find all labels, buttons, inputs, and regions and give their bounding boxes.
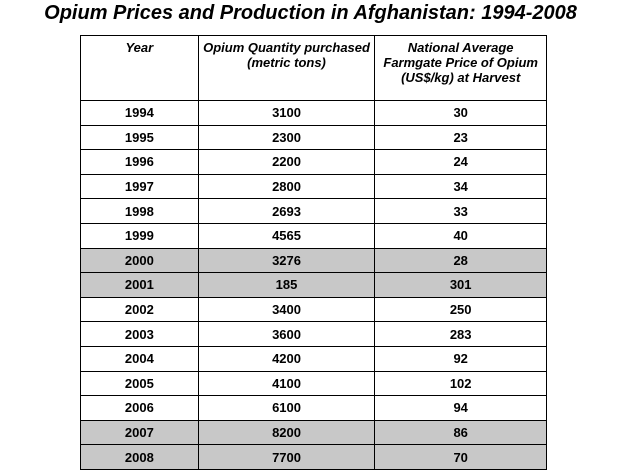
- table-cell: 34: [374, 173, 547, 200]
- table-cell: 40: [374, 222, 547, 249]
- table-cell: 4200: [197, 345, 376, 372]
- table-row: 2007 8200 86: [80, 419, 547, 446]
- table-cell: 2008: [80, 444, 199, 470]
- table-cell: 3100: [197, 100, 376, 126]
- table-cell: 4565: [197, 222, 376, 249]
- header-cell: Opium Quantity purchased (metric tons): [197, 35, 376, 101]
- table-row: 2001 185 301: [80, 272, 547, 298]
- data-table: Year Opium Quantity purchased (metric ton…: [80, 35, 547, 470]
- table-cell: 2002: [80, 296, 199, 323]
- table-cell: 2000: [80, 247, 199, 274]
- table-row: 2005 4100 102: [80, 370, 547, 397]
- table-cell: 2693: [197, 198, 376, 224]
- table-cell: 1994: [80, 100, 199, 126]
- table-row: 1998 2693 33: [80, 198, 547, 224]
- header-row: Year Opium Quantity purchased (metric ton…: [80, 35, 547, 101]
- table-cell: 250: [374, 296, 547, 323]
- table-cell: 185: [197, 272, 376, 298]
- table-row: 2003 3600 283: [80, 321, 547, 347]
- table-row: 1996 2200 24: [80, 149, 547, 175]
- table-cell: 92: [374, 345, 547, 372]
- table-body: 1994 3100 30 1995 2300 23 1996 2200 24 1997 2800 34…: [80, 100, 547, 470]
- table-row: 2002 3400 250: [80, 296, 547, 323]
- table-cell: 2800: [197, 173, 376, 200]
- table-cell: 70: [374, 444, 547, 470]
- table-cell: 33: [374, 198, 547, 224]
- table-cell: 2004: [80, 345, 199, 372]
- table-row: 2000 3276 28: [80, 247, 547, 274]
- table-cell: 8200: [197, 419, 376, 446]
- table-cell: 2003: [80, 321, 199, 347]
- table-row: 2008 7700 70: [80, 444, 547, 470]
- table-cell: 24: [374, 149, 547, 175]
- table-cell: 3600: [197, 321, 376, 347]
- table-cell: 2007: [80, 419, 199, 446]
- table-cell: 6100: [197, 395, 376, 421]
- table-cell: 86: [374, 419, 547, 446]
- table-cell: 23: [374, 124, 547, 151]
- table-cell: 2001: [80, 272, 199, 298]
- table-cell: 4100: [197, 370, 376, 397]
- table-cell: 3276: [197, 247, 376, 274]
- table-row: 1994 3100 30: [80, 100, 547, 126]
- table-cell: 301: [374, 272, 547, 298]
- header-cell: Year: [80, 35, 199, 101]
- title: Opium Prices and Production in Afghanist…: [44, 2, 577, 24]
- table-cell: 1997: [80, 173, 199, 200]
- table-cell: 1995: [80, 124, 199, 151]
- table-cell: 30: [374, 100, 547, 126]
- table-cell: 102: [374, 370, 547, 397]
- table-cell: 3400: [197, 296, 376, 323]
- table-cell: 1998: [80, 198, 199, 224]
- table-cell: 283: [374, 321, 547, 347]
- table-cell: 2005: [80, 370, 199, 397]
- table-row: 1997 2800 34: [80, 173, 547, 200]
- table-row: 1999 4565 40: [80, 222, 547, 249]
- header-cell: National Average Farmgate Price of Opium…: [374, 35, 547, 101]
- table-cell: 2006: [80, 395, 199, 421]
- table-row: 1995 2300 23: [80, 124, 547, 151]
- table-cell: 1999: [80, 222, 199, 249]
- table-cell: 2200: [197, 149, 376, 175]
- table-cell: 94: [374, 395, 547, 421]
- table-cell: 7700: [197, 444, 376, 470]
- table-cell: 1996: [80, 149, 199, 175]
- table-row: 2004 4200 92: [80, 345, 547, 372]
- table-cell: 28: [374, 247, 547, 274]
- table-row: 2006 6100 94: [80, 395, 547, 421]
- table-cell: 2300: [197, 124, 376, 151]
